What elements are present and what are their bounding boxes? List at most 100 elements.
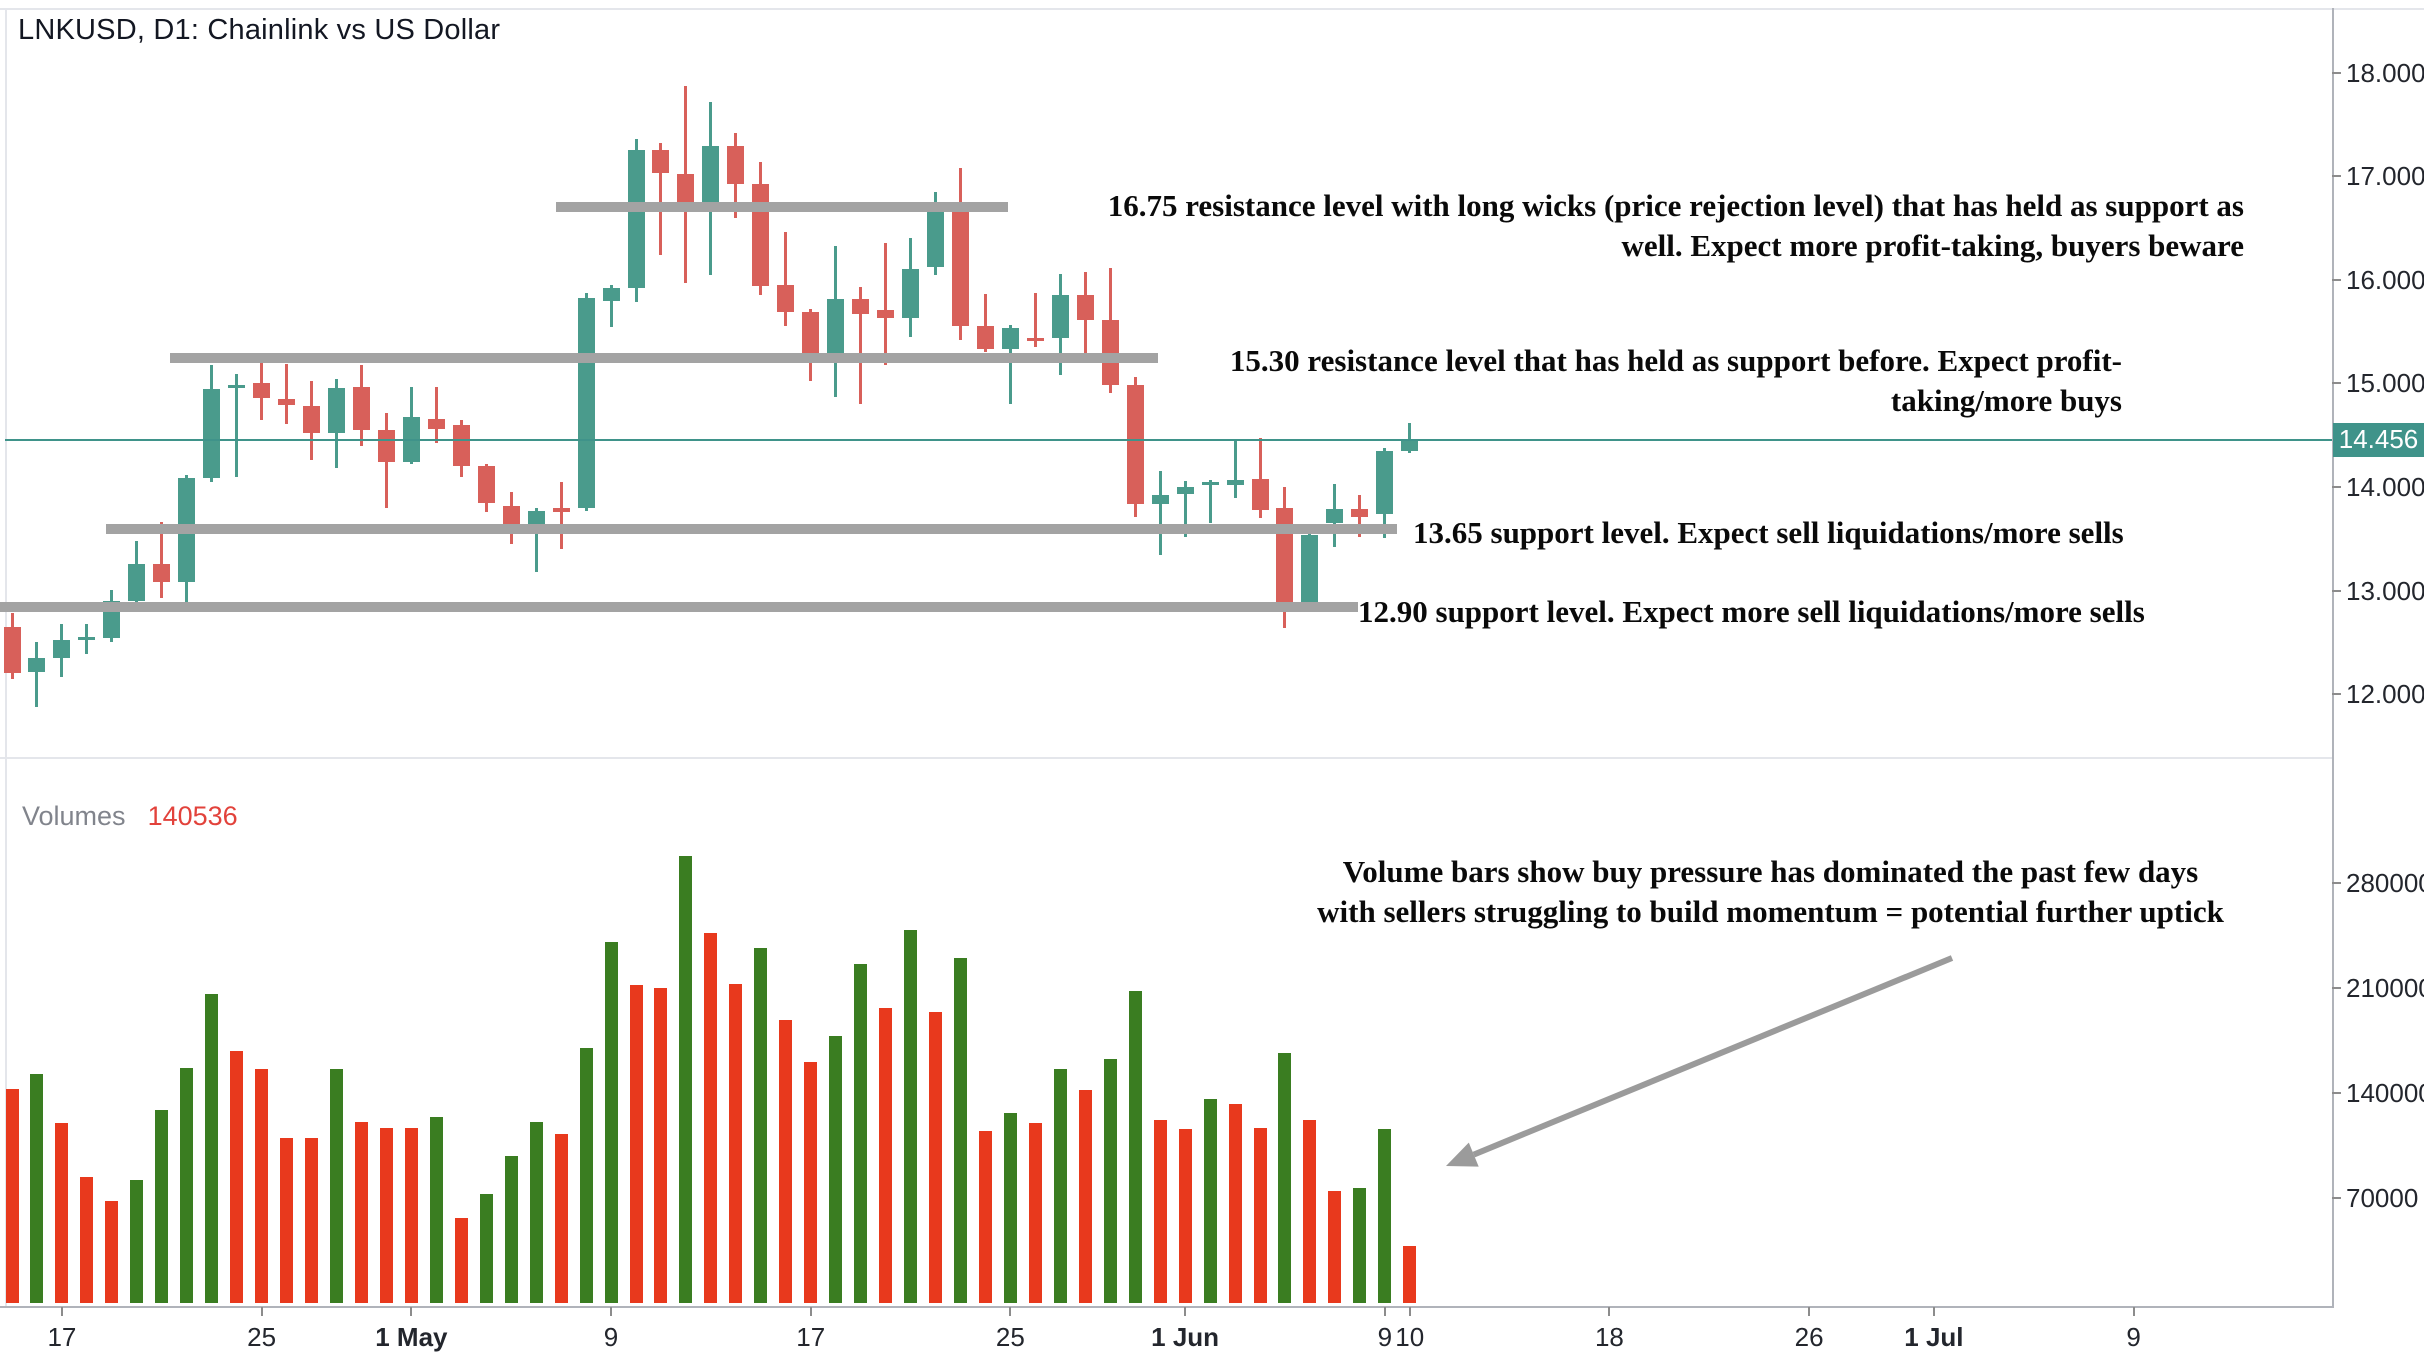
- candle: [951, 205, 969, 327]
- price-axis-label: 12.000: [2346, 679, 2424, 710]
- candle: [327, 387, 345, 434]
- candle: [477, 466, 495, 503]
- volume-bar: [978, 1130, 992, 1303]
- axis-tick: [2332, 589, 2341, 592]
- volume-bar: [280, 1138, 294, 1303]
- candle: [652, 150, 670, 174]
- volume-bar: [1178, 1129, 1192, 1303]
- axis-tick: [1408, 1307, 1411, 1316]
- annotation-text: 13.65 support level. Expect sell liquida…: [1413, 515, 2124, 550]
- volume-bar: [55, 1123, 69, 1303]
- candle: [976, 326, 994, 350]
- price-axis-label: 14.000: [2346, 472, 2424, 502]
- volume-bar: [804, 1061, 818, 1303]
- volume-bar: [155, 1109, 169, 1303]
- volume-bar: [504, 1156, 518, 1303]
- candle-wick: [659, 143, 663, 255]
- volume-bar: [1053, 1069, 1067, 1303]
- candle: [1226, 479, 1244, 485]
- candle-wick: [235, 374, 239, 477]
- axis-tick: [410, 1307, 413, 1316]
- volume-legend-value: 140536: [147, 801, 238, 831]
- candle: [1201, 481, 1219, 485]
- volume-axis-label: 140000: [2346, 1078, 2424, 1108]
- volume-bar: [1228, 1103, 1242, 1303]
- axis-tick: [809, 1307, 812, 1316]
- candle: [153, 563, 171, 583]
- candle: [1251, 478, 1269, 510]
- candle: [602, 288, 620, 301]
- candle: [552, 507, 570, 512]
- volume-bar: [679, 856, 693, 1303]
- volume-bar: [180, 1067, 194, 1303]
- price-axis-label: 18.000: [2346, 57, 2424, 88]
- candle: [777, 284, 795, 312]
- candle: [128, 563, 146, 601]
- axis-tick: [610, 1307, 613, 1316]
- candle-wick: [1233, 441, 1237, 499]
- time-axis-label: 18: [1594, 1322, 1624, 1352]
- candle-wick: [285, 363, 289, 424]
- candle: [3, 626, 21, 674]
- volume-bar: [1153, 1120, 1167, 1303]
- volume-axis-label: 280000: [2346, 868, 2424, 898]
- current-price-line: [5, 438, 2332, 441]
- price-axis-label: 16.000: [2346, 264, 2424, 295]
- candle-wick: [1208, 479, 1212, 524]
- volume-bar: [904, 929, 918, 1303]
- axis-tick: [60, 1307, 63, 1316]
- time-axis-label: 10: [1395, 1322, 1425, 1352]
- candle: [228, 385, 246, 389]
- axis-tick: [1009, 1307, 1012, 1316]
- time-axis-label: 9: [2126, 1322, 2141, 1352]
- candle: [377, 430, 395, 463]
- axis-tick: [2332, 278, 2341, 281]
- symbol-title: LNKUSD, D1: Chainlink vs US Dollar: [18, 14, 501, 46]
- candle: [1101, 320, 1119, 386]
- candle: [1351, 508, 1369, 518]
- volume-bar: [230, 1051, 244, 1303]
- candle: [1401, 439, 1419, 451]
- candle: [1376, 450, 1394, 514]
- volume-bar: [1128, 991, 1142, 1303]
- candle: [203, 388, 221, 478]
- axis-tick: [260, 1307, 263, 1316]
- candle: [53, 640, 71, 658]
- time-axis-label: 17: [796, 1322, 826, 1352]
- time-axis-label: 1 May: [375, 1322, 448, 1352]
- pane-separator: [0, 757, 2332, 759]
- volume-bar: [404, 1127, 418, 1303]
- axis-tick: [2132, 1307, 2135, 1316]
- candle: [303, 406, 321, 434]
- candle: [677, 174, 695, 204]
- candle-wick: [859, 287, 863, 405]
- annotation-text: Volume bars show buy pressure has domina…: [1317, 854, 2224, 929]
- volume-bar: [1328, 1190, 1342, 1303]
- candle-wick: [1258, 438, 1262, 519]
- volume-bar: [379, 1127, 393, 1303]
- volume-bar: [1103, 1058, 1117, 1303]
- volume-bar: [754, 947, 768, 1303]
- volume-axis-label: 70000: [2346, 1183, 2419, 1213]
- axis-tick: [2332, 486, 2341, 488]
- candle: [1151, 495, 1169, 504]
- axis-tick: [2332, 882, 2341, 884]
- candle: [802, 311, 820, 354]
- time-axis-label: 9: [603, 1322, 619, 1352]
- volume-bar: [130, 1180, 144, 1303]
- candle: [627, 150, 645, 289]
- volume-bar: [1403, 1246, 1417, 1303]
- volume-bar: [704, 932, 718, 1303]
- volume-bar: [1253, 1127, 1267, 1303]
- volume-bar: [1353, 1187, 1367, 1303]
- candle-wick: [1008, 325, 1012, 405]
- volume-bar: [1278, 1052, 1292, 1303]
- volume-bar: [354, 1121, 368, 1303]
- volume-bar: [30, 1073, 44, 1303]
- volume-bar: [479, 1193, 493, 1303]
- axis-tick: [2332, 71, 2341, 74]
- axis-tick: [1608, 1307, 1611, 1316]
- candle-wick: [1183, 480, 1187, 537]
- axis-tick: [2332, 175, 2341, 178]
- volume-bar: [654, 988, 668, 1303]
